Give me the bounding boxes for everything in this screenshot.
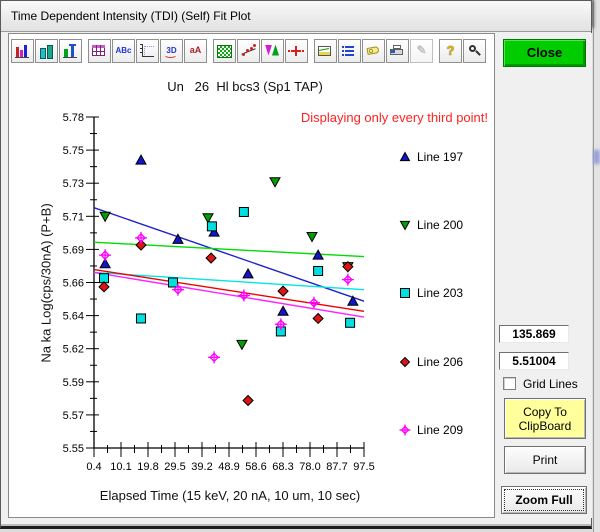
- font-size-button[interactable]: aA: [184, 39, 207, 63]
- marker-square: [401, 289, 410, 298]
- diamond-legend-icon: [398, 355, 412, 369]
- curve-fit-icon: [240, 43, 257, 59]
- stacked-chart-icon: [62, 43, 79, 59]
- print-button[interactable]: [386, 39, 409, 63]
- bar-chart-icon: [14, 43, 31, 59]
- label-tag-icon: [365, 43, 382, 59]
- grid-lines-label: Grid Lines: [523, 377, 578, 391]
- edit-pencil-button[interactable]: ✎: [410, 39, 433, 63]
- legend-item: Line 200: [398, 218, 463, 232]
- text-label-icon: ABc: [115, 43, 132, 59]
- screen: Time Dependent Intensity (TDI) (Self) Fi…: [0, 0, 600, 532]
- background-scroll-thumb: [593, 150, 600, 164]
- legend-item: Line 197: [398, 150, 463, 164]
- close-button[interactable]: Close: [503, 39, 586, 67]
- zoom-icon: [466, 43, 483, 59]
- help-button[interactable]: ?: [439, 39, 462, 63]
- copy-to-clipboard-button[interactable]: Copy To ClipBoard: [504, 398, 586, 439]
- 3d-rotate-button[interactable]: 3D: [160, 39, 183, 63]
- diamond-cross-legend-icon: [398, 423, 412, 437]
- bar-chart-button[interactable]: [11, 39, 34, 63]
- export-plot-icon: [317, 43, 334, 59]
- x-coordinate-readout: 135.869: [499, 325, 569, 343]
- color-map-icon: [264, 43, 281, 59]
- marker-triangle-down: [401, 222, 410, 230]
- y-coordinate-readout: 5.51004: [499, 352, 569, 370]
- legend-label: Line 203: [417, 286, 463, 300]
- pattern-fill-button[interactable]: [213, 39, 236, 63]
- label-tag-button[interactable]: [362, 39, 385, 63]
- legend-label: Line 206: [417, 355, 463, 369]
- legend-item: Line 203: [398, 286, 463, 300]
- 3d-bar-chart-button[interactable]: [35, 39, 58, 63]
- triangle-up-legend-icon: [398, 150, 412, 164]
- print-icon: [389, 43, 406, 59]
- curve-fit-button[interactable]: [237, 39, 260, 63]
- plot-toolbar: ABc 3D aA ✎?: [11, 37, 486, 64]
- background-window-edge: [593, 0, 600, 532]
- marker-diamond: [401, 357, 410, 366]
- edit-pencil-icon: ✎: [413, 43, 430, 59]
- legend-label: Line 197: [417, 150, 463, 164]
- square-legend-icon: [398, 286, 412, 300]
- series-list-button[interactable]: [338, 39, 361, 63]
- data-table-icon: [91, 43, 108, 59]
- export-plot-button[interactable]: [314, 39, 337, 63]
- triangle-down-legend-icon: [398, 218, 412, 232]
- stacked-chart-button[interactable]: [59, 39, 82, 63]
- 3d-rotate-icon: 3D: [163, 43, 180, 59]
- zoom-button[interactable]: [463, 39, 486, 63]
- grid-lines-checkbox[interactable]: [503, 377, 516, 390]
- legend-item: Line 206: [398, 355, 463, 369]
- color-map-button[interactable]: [261, 39, 284, 63]
- y-axis-label: Na ka Log(cps/30nA) (P+B): [39, 203, 54, 362]
- copy-button-line2: ClipBoard: [519, 419, 572, 433]
- series-list-icon: [341, 43, 358, 59]
- marker-triangle-up: [401, 153, 410, 161]
- legend-label: Line 200: [417, 218, 463, 232]
- plot-warning-text: Displaying only every third point!: [248, 110, 488, 125]
- axis-scale-button[interactable]: [136, 39, 159, 63]
- print-button[interactable]: Print: [504, 446, 586, 474]
- pattern-fill-icon: [216, 43, 233, 59]
- plot-title: Un 26 Hl bcs3 (Sp1 TAP): [95, 79, 395, 94]
- legend-label: Line 209: [417, 423, 463, 437]
- title-bar[interactable]: Time Dependent Intensity (TDI) (Self) Fi…: [1, 1, 591, 32]
- zoom-full-button[interactable]: Zoom Full: [501, 486, 587, 514]
- window-title: Time Dependent Intensity (TDI) (Self) Fi…: [11, 9, 251, 23]
- copy-button-line1: Copy To: [523, 405, 567, 419]
- crosshair-icon: [288, 43, 305, 59]
- data-table-button[interactable]: [88, 39, 111, 63]
- 3d-bar-chart-icon: [38, 43, 55, 59]
- legend-item: Line 209: [398, 423, 463, 437]
- plot-legend: Line 197 Line 200 Line 203 Line 206 Line 209: [398, 150, 488, 450]
- crosshair-button[interactable]: [285, 39, 308, 63]
- help-icon: ?: [442, 43, 459, 59]
- font-size-icon: aA: [187, 43, 204, 59]
- text-label-button[interactable]: ABc: [112, 39, 135, 63]
- axis-scale-icon: [139, 43, 156, 59]
- x-axis-label: Elapsed Time (15 keV, 20 nA, 10 um, 10 s…: [94, 488, 366, 503]
